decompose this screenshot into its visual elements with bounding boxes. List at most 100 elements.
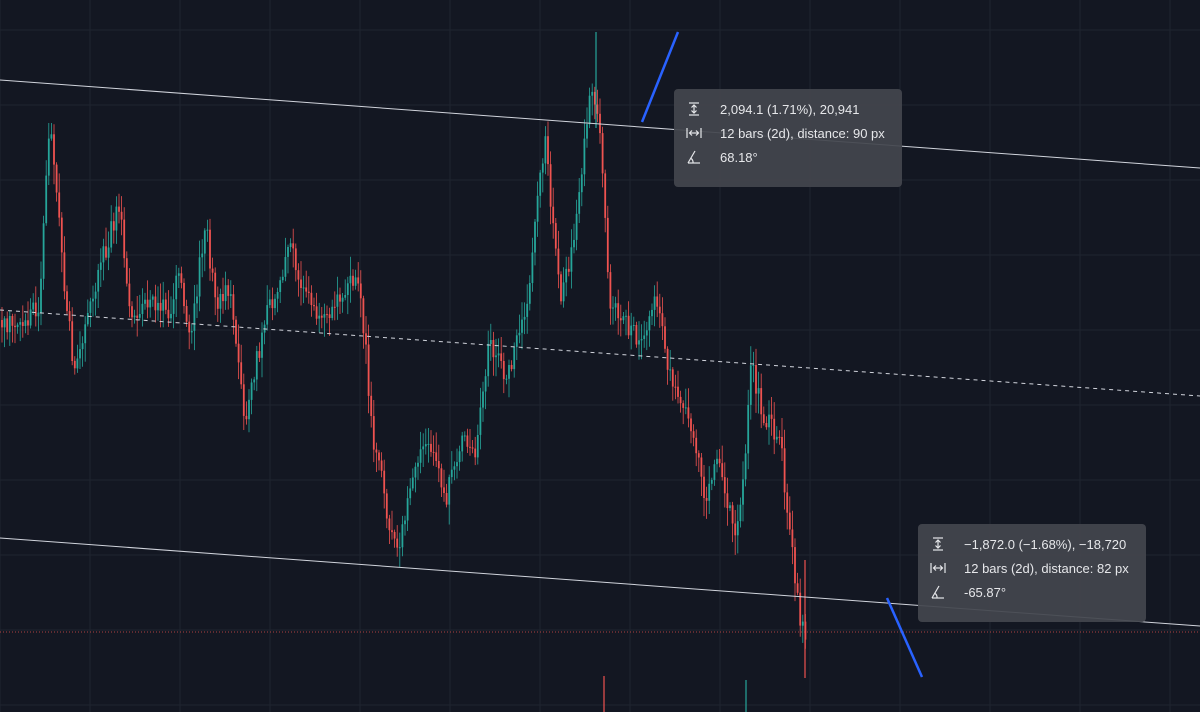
candle-down (695, 437, 698, 454)
candle-up (684, 407, 687, 409)
candle-down (222, 294, 224, 302)
angle-icon (684, 149, 704, 165)
candle-up (768, 414, 770, 428)
candle-up (97, 269, 100, 292)
candle-down (786, 492, 789, 513)
candle-down (294, 248, 297, 271)
bar-range-row: 12 bars (2d), distance: 90 px (684, 121, 892, 145)
candle-up (476, 435, 479, 458)
candle-up (401, 524, 404, 548)
candle-up (531, 252, 534, 283)
candle-up (47, 138, 50, 176)
candle-down (393, 532, 396, 539)
candle-down (307, 291, 310, 293)
candle-up (588, 95, 591, 125)
candle-up (573, 239, 575, 248)
candle-up (149, 299, 152, 308)
candle-down (21, 322, 24, 326)
candle-down (380, 460, 383, 471)
candle-up (3, 318, 6, 328)
candle-up (32, 302, 35, 310)
angle-row: 68.18° (684, 145, 892, 169)
candle-down (788, 512, 791, 530)
candle-down (682, 403, 685, 408)
candle-up (81, 343, 84, 350)
candle-down (305, 287, 308, 292)
candle-up (289, 243, 292, 247)
candle-down (721, 463, 724, 478)
candle-up (414, 466, 417, 478)
candle-up (170, 313, 172, 319)
candle-down (619, 318, 622, 321)
candle-up (287, 247, 289, 257)
candle-down (469, 446, 471, 448)
candle-up (580, 174, 583, 193)
ruler-up-line[interactable] (640, 31, 680, 123)
vertical-range-icon (928, 536, 948, 552)
candle-up (487, 343, 490, 377)
candle-down (385, 493, 388, 519)
candle-up (274, 298, 276, 309)
candle-down (705, 498, 708, 501)
candle-down (258, 351, 261, 358)
candle-down (320, 315, 323, 318)
candle-up (229, 294, 232, 296)
candle-up (323, 314, 326, 318)
candle-down (440, 468, 443, 488)
candle-up (614, 303, 617, 308)
candle-down (664, 326, 666, 349)
candle-up (669, 369, 672, 371)
ruler-down-line[interactable] (885, 597, 924, 678)
candle-down (679, 396, 682, 404)
candle-down (68, 311, 71, 322)
candle-up (29, 309, 32, 326)
candle-up (612, 307, 614, 309)
candle-up (653, 296, 656, 310)
candle-down (762, 414, 765, 423)
candle-down (658, 306, 661, 314)
candle-down (799, 592, 802, 626)
candle-up (528, 283, 531, 304)
bars-distance-text: 12 bars (2d), distance: 82 px (964, 560, 1129, 576)
candle-up (284, 256, 287, 277)
candle-down (227, 285, 230, 296)
candle-down (391, 530, 393, 533)
candle-down (63, 252, 66, 292)
candle-down (445, 493, 448, 505)
candle-down (352, 275, 354, 286)
candle-up (497, 353, 500, 356)
candle-down (471, 447, 474, 449)
candle-up (544, 136, 547, 164)
candle-up (89, 301, 92, 313)
candle-up (479, 407, 482, 435)
candle-down (466, 435, 469, 447)
candle-down (552, 206, 555, 224)
candle-down (432, 451, 435, 453)
candle-up (648, 316, 651, 331)
candle-up (354, 277, 357, 286)
candle-down (214, 272, 217, 298)
candle-down (617, 303, 620, 319)
candle-up (115, 206, 118, 231)
candle-up (562, 282, 565, 302)
candle-up (92, 298, 94, 302)
candle-up (749, 365, 752, 405)
candle-down (770, 414, 773, 419)
candle-down (6, 318, 9, 333)
candle-up (632, 325, 635, 326)
candlestick-series[interactable] (1, 32, 807, 712)
candle-down (674, 386, 677, 388)
candle-up (739, 504, 742, 522)
candle-up (586, 124, 588, 139)
candle-down (604, 173, 607, 218)
candle-up (50, 134, 53, 139)
channel-upper-line[interactable] (0, 79, 1200, 169)
candle-down (34, 302, 37, 317)
candle-down (58, 192, 61, 218)
candle-down (474, 448, 477, 458)
angle-text: -65.87° (964, 584, 1007, 600)
channel-middle-line[interactable] (0, 309, 1200, 397)
candle-down (211, 268, 214, 273)
candle-down (661, 313, 664, 327)
